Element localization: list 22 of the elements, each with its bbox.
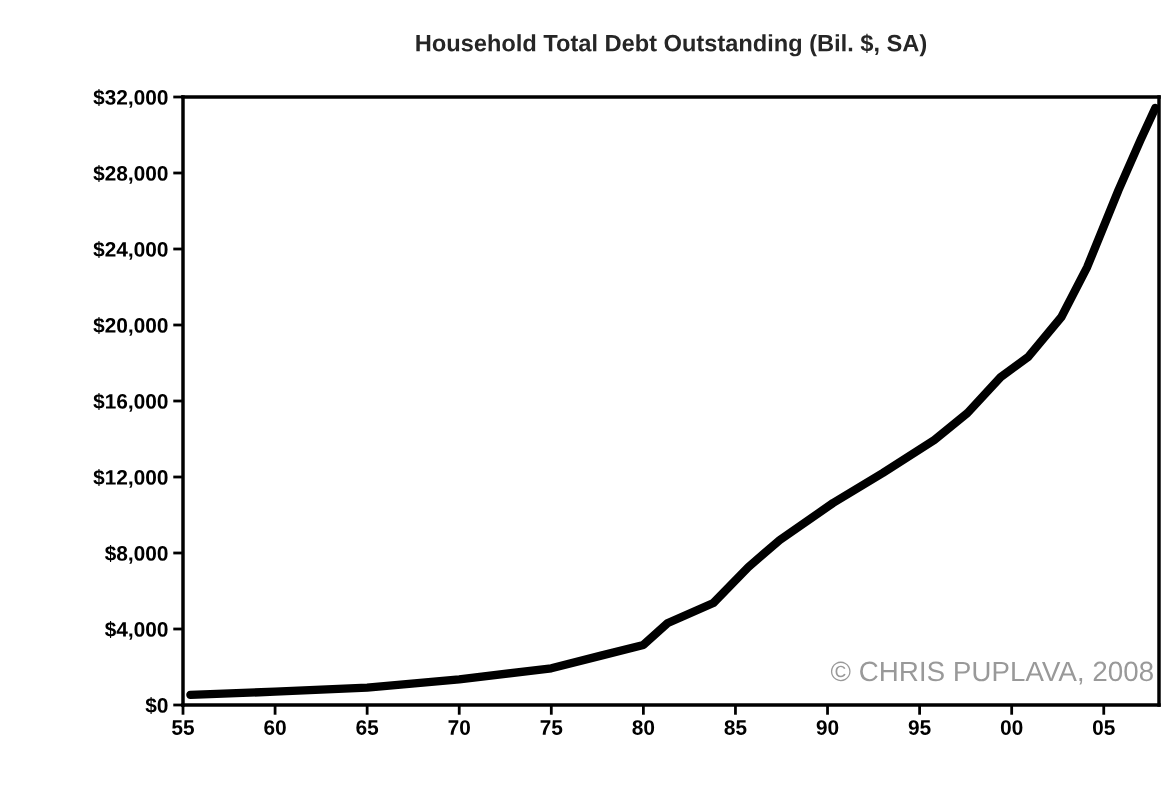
y-tick-label: $32,000: [93, 89, 168, 108]
x-tick-label: 65: [356, 720, 379, 735]
annotation: © CHRIS PUPLAVA, 2008: [830, 661, 1153, 685]
x-tick-label: 70: [448, 720, 470, 735]
x-tick-label: 90: [816, 720, 839, 735]
y-tick-label: $20,000: [93, 317, 168, 336]
y-tick-label: $24,000: [93, 241, 168, 260]
y-tick-label: $28,000: [93, 165, 168, 184]
x-tick-label: 95: [908, 720, 931, 735]
y-tick-label: $0: [145, 697, 168, 715]
x-tick-label: 75: [540, 720, 563, 735]
x-tick-label: 85: [724, 720, 747, 735]
x-tick-label: 60: [264, 720, 286, 735]
x-tick-label: 80: [632, 720, 655, 735]
x-tick-label: 55: [172, 720, 195, 735]
y-tick-label: $16,000: [93, 393, 168, 412]
x-tick-label: 00: [1000, 720, 1023, 735]
x-tick-label: 05: [1092, 720, 1115, 735]
y-tick-label: $8,000: [104, 545, 168, 564]
y-tick-label: $4,000: [104, 621, 168, 640]
chart-title: Household Total Debt Outstanding (Bil. $, SA): [416, 33, 927, 57]
y-tick-label: $12,000: [93, 469, 168, 488]
